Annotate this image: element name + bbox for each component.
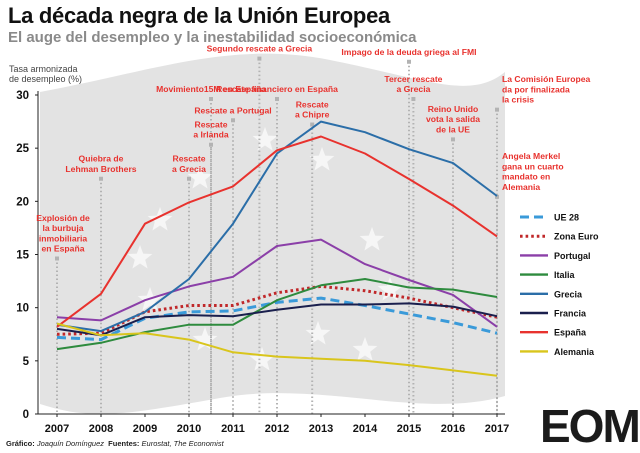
series-line-5: [56, 120, 498, 333]
event-guide-marker: [187, 176, 191, 181]
legend-label: Portugal: [554, 251, 591, 261]
flag-star: [192, 327, 218, 351]
flag-star: [187, 165, 213, 189]
event-guides: [55, 56, 499, 414]
event-guide-marker: [209, 97, 213, 101]
event-annotation: Segundo rescate a Grecia: [207, 44, 313, 54]
flag-shape: [40, 53, 505, 415]
page-subtitle: El auge del desempleo y la inestabilidad…: [8, 29, 417, 46]
x-tick-label: 2007: [45, 423, 69, 435]
flag-star: [305, 321, 331, 345]
flag-star: [377, 277, 403, 301]
x-tick-label: 2014: [353, 423, 378, 435]
series-line-3: [56, 238, 498, 328]
credits: Gráfico: Joaquín Domínguez Fuentes: Euro…: [6, 439, 224, 448]
legend-label: España: [554, 328, 587, 338]
y-axis-label: Tasa armonizada de desempleo (%): [9, 64, 82, 84]
event-annotation: Explosión de la burbuja inmobiliaria en Esp…: [36, 213, 90, 254]
x-tick-label: 2013: [309, 423, 333, 435]
credits-fuentes-label: Fuentes:: [108, 439, 140, 448]
series-line-1: [56, 296, 498, 342]
y-tick-label: 10: [16, 303, 29, 315]
event-annotation: Impago de la deuda griega al FMI: [341, 47, 476, 57]
x-tick-label: 2010: [177, 423, 201, 435]
series-line-2: [56, 284, 498, 336]
event-guide-marker: [407, 59, 411, 64]
x-tick-label: 2012: [265, 423, 289, 435]
legend-label: Francia: [554, 309, 587, 319]
y-tick-label: 30: [16, 90, 29, 102]
event-annotation: Reino Unido vota la salida de la UE: [426, 104, 480, 134]
event-guide-marker: [231, 118, 235, 123]
eom-logo: EOM: [540, 400, 640, 452]
credits-author: Joaquín Domínguez: [36, 439, 104, 448]
event-guide-marker: [411, 97, 416, 101]
y-tick-label: 20: [16, 196, 29, 208]
event-guide-marker: [495, 194, 499, 199]
x-tick-label: 2017: [485, 423, 509, 435]
legend-label: Zona Euro: [554, 232, 599, 242]
flag-star: [352, 337, 378, 361]
event-annotation: Rescate a Chipre: [295, 99, 330, 119]
y-tick-label: 0: [23, 409, 29, 421]
event-guide-marker: [495, 107, 499, 112]
event-annotation: Angela Merkel gana un cuarto mandato en Ale…: [502, 151, 564, 192]
event-guide-marker: [55, 256, 59, 261]
x-tick-label: 2011: [221, 423, 245, 435]
credits-grafico-label: Gráfico:: [6, 439, 35, 448]
series-line-7: [56, 135, 498, 328]
event-guide-marker: [451, 137, 455, 142]
axes: 0 5 10 15 20 25 30 2007 2008 2009 2010 2011 2012 2013…: [9, 64, 509, 435]
event-guide-marker: [310, 122, 315, 127]
flag-star: [309, 147, 335, 171]
x-tick-label: 2016: [441, 423, 465, 435]
legend-label: Grecia: [554, 289, 583, 299]
credits-sources: Eurostat, The Economist: [141, 439, 224, 448]
event-guide-marker: [209, 142, 213, 147]
event-annotation: Quiebra de Lehman Brothers: [65, 154, 136, 174]
series-line-6: [56, 302, 498, 337]
event-annotation: Rescate a Portugal: [194, 105, 271, 115]
x-tick-label: 2009: [133, 423, 157, 435]
y-tick-label: 25: [16, 143, 29, 155]
flag-star: [359, 227, 385, 251]
flag-star: [249, 347, 275, 371]
y-tick-label: 5: [23, 356, 30, 368]
event-guide-marker: [275, 97, 279, 101]
x-tick-label: 2008: [89, 423, 113, 435]
event-guide-marker: [257, 56, 262, 61]
event-annotation: Rescate a Irlanda: [193, 120, 229, 140]
legend-label: Italia: [554, 270, 576, 280]
series-line-4: [56, 278, 498, 351]
event-annotation: Tercer rescate a Grecia: [384, 74, 442, 94]
legend-label: UE 28: [554, 213, 579, 223]
series-line-8: [56, 322, 498, 377]
flag-star: [127, 245, 153, 269]
event-annotation: Movimiento15M en España: [156, 84, 266, 94]
event-guide-marker: [99, 176, 103, 181]
x-tick-label: 2015: [397, 423, 421, 435]
flag-star: [252, 127, 278, 151]
legend-label: Alemania: [554, 347, 595, 357]
event-annotation: Rescate a Grecia: [172, 154, 206, 174]
y-tick-label: 15: [16, 250, 29, 262]
flag-star: [147, 207, 173, 231]
event-annotations: Explosión de la burbuja inmobiliaria en Esp…: [36, 44, 590, 254]
event-annotation: Rescate financiero en España: [216, 84, 338, 94]
series-lines: [56, 120, 498, 377]
event-annotation: La Comisión Europea da por finalizada la c…: [502, 74, 591, 104]
page-title: La década negra de la Unión Europea: [8, 3, 390, 28]
legend: UE 28 Zona Euro Portugal Italia Grecia Franci…: [520, 213, 599, 357]
